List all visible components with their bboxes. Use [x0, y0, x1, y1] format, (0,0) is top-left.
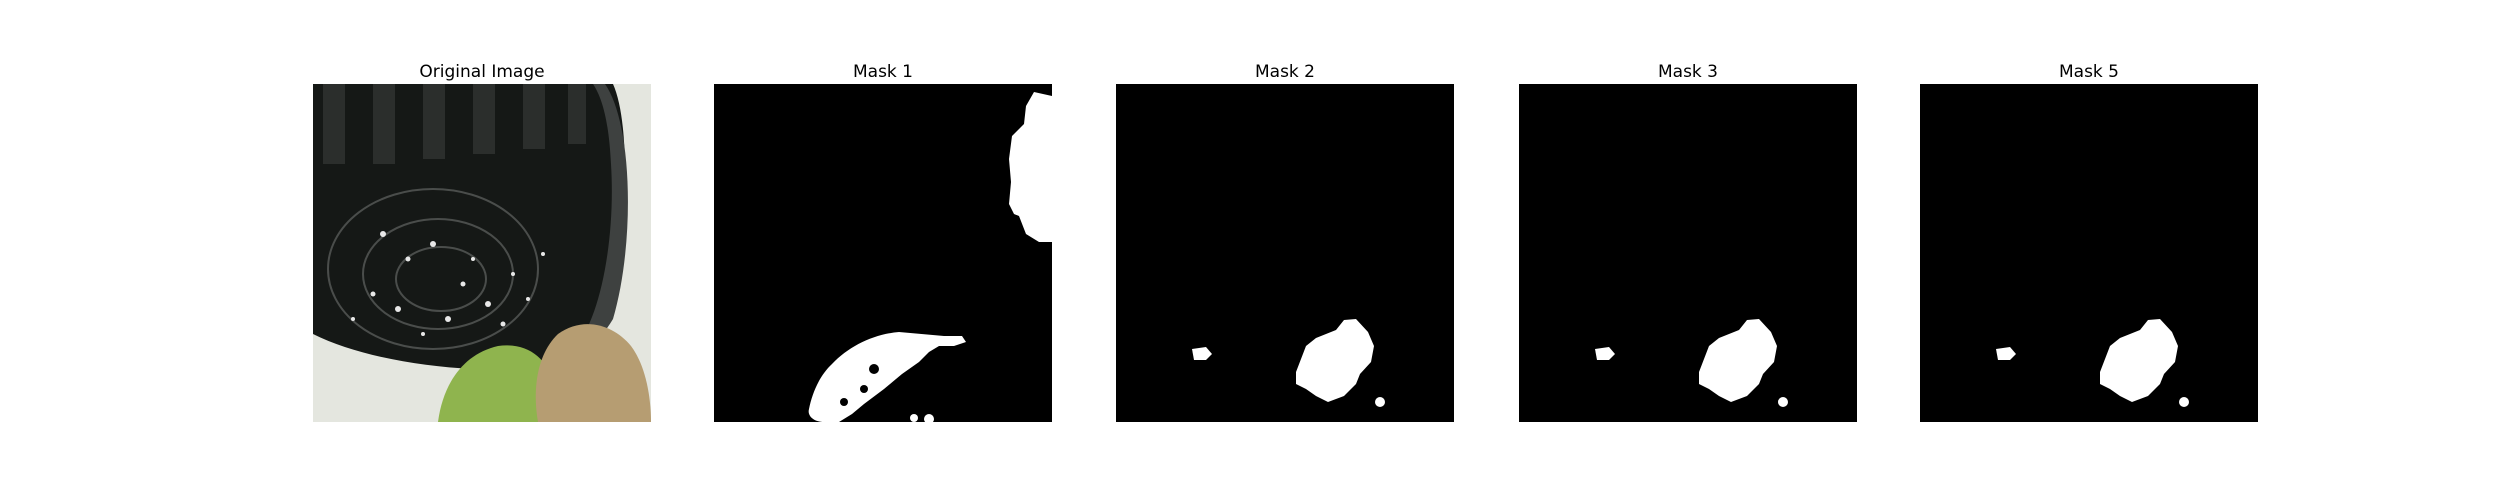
- pot-rim: [568, 84, 628, 356]
- mask-regions: [1996, 319, 2189, 407]
- green-leaf: [438, 345, 554, 422]
- panel-mask-1: Mask 1: [714, 60, 1052, 422]
- mask-background: [1116, 84, 1454, 422]
- pot-stripes: [323, 84, 586, 164]
- original-image: [313, 84, 651, 422]
- panel-title: Mask 1: [852, 62, 913, 82]
- mask-background: [1920, 84, 2258, 422]
- mask-5-image: [1920, 84, 2258, 422]
- mask-1-image: [714, 84, 1052, 422]
- panel-mask-3: Mask 3: [1519, 60, 1857, 422]
- mask-2-image: [1116, 84, 1454, 422]
- mask-holes: [840, 364, 879, 406]
- mask-background: [1519, 84, 1857, 422]
- panel-title: Mask 3: [1657, 62, 1718, 82]
- panel-title: Mask 5: [2058, 62, 2119, 82]
- mask-3-image: [1519, 84, 1857, 422]
- water-sparkles: [351, 231, 545, 336]
- panel-mask-2: Mask 2: [1116, 60, 1454, 422]
- panel-mask-5: Mask 5: [1920, 60, 2258, 422]
- mask-regions: [1595, 319, 1788, 407]
- panel-title: Original Image: [419, 62, 545, 82]
- dry-leaf: [535, 324, 651, 422]
- panel-title: Mask 2: [1254, 62, 1315, 82]
- panel-original-image: Original Image: [313, 60, 651, 422]
- pot-rings: [327, 188, 539, 350]
- mask-regions: [1192, 319, 1385, 407]
- mask-regions: [808, 92, 1052, 422]
